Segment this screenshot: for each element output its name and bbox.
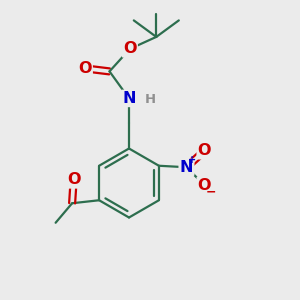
Text: O: O xyxy=(78,61,92,76)
Text: −: − xyxy=(206,185,216,198)
Text: O: O xyxy=(198,143,211,158)
Text: H: H xyxy=(145,93,156,106)
Text: N: N xyxy=(122,91,136,106)
Text: O: O xyxy=(123,41,137,56)
Text: O: O xyxy=(198,178,211,193)
Text: N: N xyxy=(180,160,193,175)
Text: O: O xyxy=(67,172,80,187)
Text: +: + xyxy=(188,155,196,165)
